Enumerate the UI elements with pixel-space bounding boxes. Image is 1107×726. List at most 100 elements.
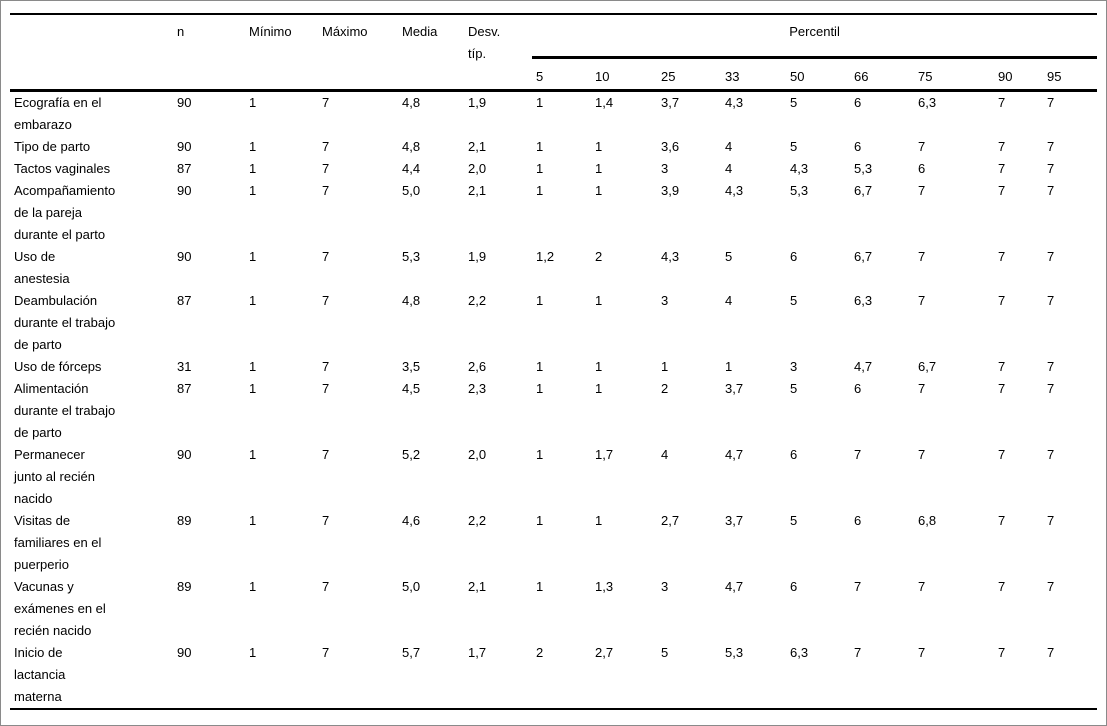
table-cell: 1 <box>536 578 544 594</box>
table-cell: 7 <box>918 578 926 594</box>
table-cell: 4 <box>725 160 733 176</box>
table-cell: 5 <box>790 94 798 110</box>
table-cell: 2,0 <box>468 446 487 462</box>
row-label: Tipo de parto <box>14 138 91 154</box>
table-cell: 6,7 <box>854 248 873 264</box>
table-cell: 6 <box>854 94 862 110</box>
row-label: Alimentación durante el trabajo de parto <box>14 380 116 440</box>
table-cell: 6 <box>854 138 862 154</box>
col-header-maximo: Máximo <box>318 14 398 92</box>
table-cell: 7 <box>854 578 862 594</box>
table-cell: 31 <box>177 358 192 374</box>
col-header-p25: 25 <box>657 57 721 92</box>
table-cell: 3,9 <box>661 182 680 198</box>
table-cell: 1,7 <box>595 446 614 462</box>
table-cell: 90 <box>177 182 192 198</box>
table-cell: 7 <box>918 446 926 462</box>
table-cell: 1 <box>725 358 733 374</box>
table-cell: 5 <box>790 380 798 396</box>
col-header-p5: 5 <box>532 57 591 92</box>
table-cell: 87 <box>177 160 192 176</box>
table-cell: 2,7 <box>595 644 614 660</box>
table-cell: 4,7 <box>725 578 744 594</box>
table-cell: 7 <box>998 644 1006 660</box>
table-cell: 1 <box>249 138 257 154</box>
table-cell: 1 <box>536 358 544 374</box>
table-cell: 7 <box>1047 94 1055 110</box>
table-cell: 5 <box>790 138 798 154</box>
table-cell: 1 <box>595 292 603 308</box>
table-cell: 4,3 <box>725 94 744 110</box>
row-label: Deambulación durante el trabajo de parto <box>14 292 116 352</box>
table-cell: 5,3 <box>402 248 421 264</box>
table-cell: 4,8 <box>402 138 421 154</box>
table-cell: 1 <box>249 644 257 660</box>
table-cell: 7 <box>322 160 330 176</box>
table-cell: 1 <box>249 182 257 198</box>
table-cell: 2,0 <box>468 160 487 176</box>
table-cell: 1 <box>595 138 603 154</box>
table-cell: 6 <box>790 446 798 462</box>
table-cell: 1 <box>249 248 257 264</box>
table-cell: 3 <box>661 160 669 176</box>
col-header-p90: 90 <box>994 57 1043 92</box>
table-cell: 4 <box>725 292 733 308</box>
table-row: Inicio de lactancia materna 90 1 7 5,7 1,7 2 2,… <box>10 642 1097 709</box>
table-cell: 1 <box>249 446 257 462</box>
table-row: Deambulación durante el trabajo de parto… <box>10 290 1097 356</box>
table-cell: 5 <box>661 644 669 660</box>
table-cell: 7 <box>998 512 1006 528</box>
table-cell: 6 <box>854 380 862 396</box>
table-cell: 7 <box>1047 644 1055 660</box>
table-cell: 4,8 <box>402 94 421 110</box>
table-cell: 3 <box>790 358 798 374</box>
table-cell: 7 <box>998 446 1006 462</box>
row-label: Tactos vaginales <box>14 160 111 176</box>
table-cell: 1 <box>249 358 257 374</box>
table-cell: 1 <box>595 512 603 528</box>
table-cell: 5 <box>790 512 798 528</box>
table-cell: 7 <box>918 138 926 154</box>
table-cell: 6 <box>790 578 798 594</box>
row-label: Uso de fórceps <box>14 358 102 374</box>
table-cell: 1 <box>536 94 544 110</box>
table-header: n Mínimo Máximo Media Desv. típ. Percent… <box>10 14 1098 92</box>
col-header-media: Media <box>398 14 464 92</box>
table-row: Ecografía en el embarazo 90 1 7 4,8 1,9 1 1,4 3,… <box>10 90 1097 136</box>
table-cell: 4,4 <box>402 160 421 176</box>
table-cell: 1,2 <box>536 248 555 264</box>
row-label: Acompañamiento de la pareja durante el p… <box>14 182 116 242</box>
table-cell: 7 <box>918 248 926 264</box>
table-cell: 5,3 <box>725 644 744 660</box>
table-cell: 4,6 <box>402 512 421 528</box>
table-cell: 5 <box>725 248 733 264</box>
table-cell: 90 <box>177 248 192 264</box>
table-cell: 7 <box>918 292 926 308</box>
table-cell: 4,8 <box>402 292 421 308</box>
row-label: Permanecer junto al recién nacido <box>14 446 95 506</box>
table-cell: 6 <box>790 248 798 264</box>
table-cell: 1,3 <box>595 578 614 594</box>
table-cell: 7 <box>998 292 1006 308</box>
table-cell: 4,3 <box>790 160 809 176</box>
table-row: Visitas de familiares en el puerperio 89 1… <box>10 510 1097 576</box>
col-header-p10: 10 <box>591 57 657 92</box>
table-cell: 1 <box>595 380 603 396</box>
table-cell: 7 <box>918 182 926 198</box>
table-cell: 7 <box>1047 160 1055 176</box>
table-cell: 7 <box>1047 292 1055 308</box>
table-row: Uso de anestesia 90 1 7 5,3 1,9 1,2 2 4,3 5 6 6,7 7 7… <box>10 246 1097 290</box>
row-label: Ecografía en el embarazo <box>14 94 102 132</box>
header-row-percentile-levels: 5 10 25 33 50 66 75 90 95 <box>10 57 1098 92</box>
table-cell: 1,4 <box>595 94 614 110</box>
row-label: Vacunas y exámenes en el recién nacido <box>14 578 106 638</box>
col-header-p50: 50 <box>786 57 850 92</box>
table-cell: 7 <box>918 380 926 396</box>
table-cell: 1 <box>249 94 257 110</box>
table-cell: 1 <box>595 182 603 198</box>
table-cell: 4 <box>725 138 733 154</box>
table-cell: 6,7 <box>918 358 937 374</box>
table-cell: 2,1 <box>468 138 487 154</box>
table-cell: 1 <box>536 512 544 528</box>
row-label: Visitas de familiares en el puerperio <box>14 512 102 572</box>
